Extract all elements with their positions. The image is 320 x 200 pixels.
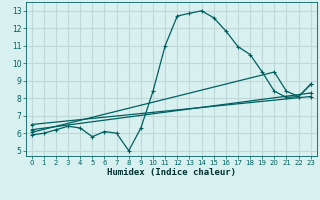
X-axis label: Humidex (Indice chaleur): Humidex (Indice chaleur) (107, 168, 236, 177)
